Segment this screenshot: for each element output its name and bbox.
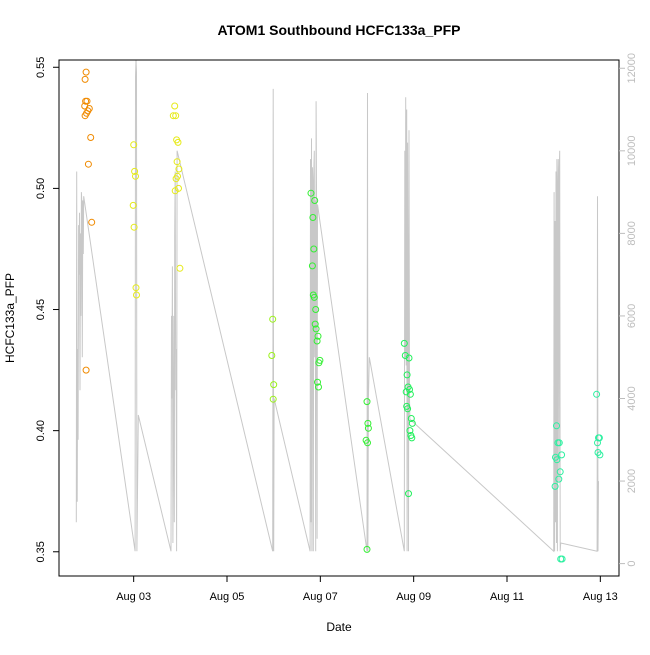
data-point: [131, 167, 139, 175]
y-right-tick-label: 6000: [626, 304, 638, 328]
data-point: [312, 325, 320, 333]
data-point: [312, 306, 320, 313]
data-point: [555, 475, 563, 483]
data-point: [130, 223, 138, 231]
data-point: [269, 395, 277, 403]
data-point: [81, 112, 89, 120]
x-tick-label: Aug 13: [583, 591, 618, 603]
data-point: [311, 197, 319, 204]
y-right-tick-label: 12000: [626, 53, 638, 84]
altitude-trace-layer: [75, 59, 599, 553]
y-tick-label: 0.45: [35, 299, 47, 320]
data-point: [400, 339, 408, 347]
data-point: [314, 378, 321, 386]
data-point: [307, 189, 315, 197]
data-point: [363, 545, 371, 553]
y-right-tick-label: 0: [626, 561, 638, 567]
data-point: [82, 366, 90, 374]
data-point: [130, 141, 138, 149]
x-axis-label: Date: [326, 620, 352, 634]
data-point: [175, 165, 183, 173]
data-point: [407, 415, 415, 422]
data-point: [311, 320, 319, 328]
data-point: [169, 112, 177, 120]
data-point: [364, 424, 372, 432]
data-point: [270, 381, 278, 389]
data-point: [408, 434, 416, 442]
y-axis-right: 0 2000 4000 6000 8000 10000 12000: [619, 53, 638, 567]
x-axis: Aug 03 Aug 05 Aug 07 Aug 09 Aug 11 Aug 13: [116, 576, 618, 603]
data-point: [87, 134, 95, 141]
x-tick-label: Aug 11: [490, 591, 524, 603]
x-tick-label: Aug 03: [116, 591, 151, 603]
plot-frame: [58, 59, 620, 577]
data-point: [84, 160, 92, 168]
data-point: [310, 245, 318, 253]
data-point: [593, 390, 601, 398]
data-point: [171, 102, 179, 110]
data-point: [551, 482, 559, 490]
data-point: [316, 356, 324, 364]
data-points-layer: [81, 68, 604, 563]
data-point: [553, 422, 560, 430]
data-point: [268, 352, 276, 359]
data-point: [315, 383, 322, 391]
data-point: [596, 451, 604, 459]
y-axis-left: 0.35 0.40 0.45 0.50 0.55: [35, 57, 59, 562]
data-point: [132, 172, 139, 180]
data-point: [403, 371, 411, 379]
y-right-tick-label: 10000: [626, 136, 638, 167]
x-tick-label: Aug 09: [396, 591, 431, 603]
y-tick-label: 0.35: [35, 541, 47, 562]
data-point: [405, 354, 413, 362]
data-point: [173, 158, 181, 166]
data-point: [174, 172, 181, 180]
y-right-tick-label: 4000: [626, 386, 638, 410]
data-point: [313, 337, 321, 345]
data-point: [364, 419, 372, 427]
altitude-trace-line: [75, 59, 599, 553]
data-point: [404, 405, 412, 413]
y-right-tick-label: 2000: [626, 469, 638, 493]
data-point: [406, 427, 414, 435]
data-point: [176, 264, 184, 272]
data-point: [310, 293, 318, 301]
data-point: [553, 456, 561, 464]
data-point: [129, 201, 137, 209]
data-point: [364, 439, 371, 447]
y-tick-label: 0.40: [35, 420, 47, 441]
data-point: [556, 468, 564, 476]
data-point: [314, 332, 322, 340]
data-point: [88, 218, 96, 226]
data-point: [558, 555, 566, 563]
data-point: [406, 390, 414, 398]
data-point: [405, 490, 412, 498]
data-point: [308, 262, 316, 270]
data-point: [172, 112, 180, 120]
data-point: [171, 187, 179, 195]
data-point: [408, 419, 416, 427]
x-tick-label: Aug 05: [210, 591, 245, 603]
data-point: [269, 315, 277, 323]
data-point: [81, 75, 89, 83]
data-point: [133, 291, 140, 299]
y-tick-label: 0.50: [35, 178, 47, 199]
data-point: [594, 439, 601, 447]
data-point: [555, 439, 563, 447]
data-point: [406, 386, 413, 393]
y-right-tick-label: 8000: [626, 221, 638, 245]
data-point: [363, 398, 371, 406]
y-axis-label: HCFC133a_PFP: [3, 273, 17, 363]
data-point: [309, 214, 317, 221]
data-point: [558, 451, 566, 459]
data-point: [82, 68, 90, 76]
data-point: [132, 284, 140, 292]
y-tick-label: 0.55: [35, 57, 47, 78]
chart-title: ATOM1 Southbound HCFC133a_PFP: [218, 22, 461, 38]
data-point: [174, 138, 182, 146]
x-tick-label: Aug 07: [303, 591, 338, 603]
